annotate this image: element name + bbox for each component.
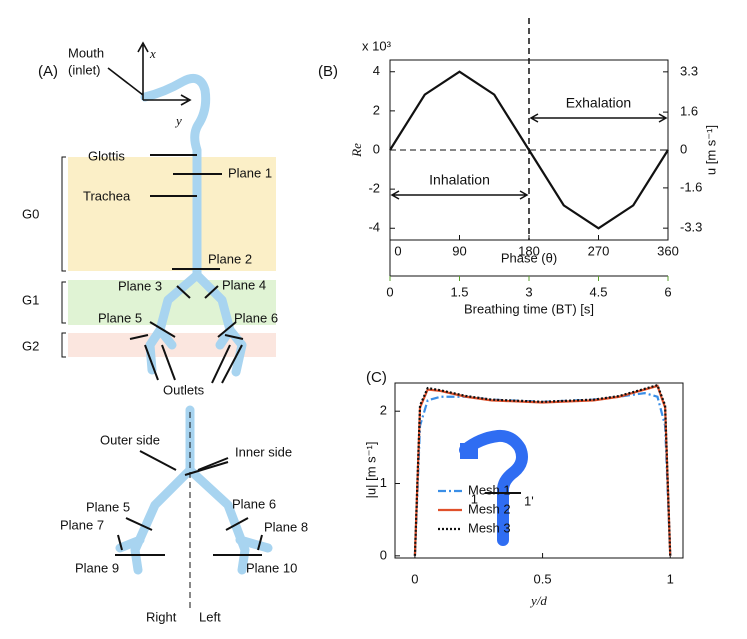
g1-band bbox=[68, 280, 276, 325]
label: y bbox=[174, 113, 182, 128]
label: (A) bbox=[38, 63, 58, 80]
y-tick-label: 0 bbox=[373, 141, 380, 156]
y-tick-label: 0 bbox=[380, 547, 387, 562]
label: Outlets bbox=[163, 382, 205, 397]
inset-label: 1' bbox=[524, 493, 534, 508]
label: Plane 7 bbox=[60, 517, 104, 532]
label: Plane 1 bbox=[228, 165, 272, 180]
inset-shape bbox=[459, 429, 528, 546]
label: Plane 5 bbox=[98, 310, 142, 325]
y-label: Re bbox=[349, 143, 364, 158]
x2-tick-label: 4.5 bbox=[589, 284, 607, 299]
label: Left bbox=[199, 609, 221, 624]
label: Mouth bbox=[68, 45, 104, 60]
y2-tick-label: 0 bbox=[680, 141, 687, 156]
label: Plane 10 bbox=[246, 560, 297, 575]
x-label: Phase (θ) bbox=[501, 250, 557, 265]
legend-label: Mesh 2 bbox=[468, 501, 511, 516]
label: Plane 3 bbox=[118, 278, 162, 293]
legend-label: Mesh 3 bbox=[468, 520, 511, 535]
panel-a: (A) Mouth (inlet) x y Glottis Plane 1 Tr… bbox=[22, 41, 308, 624]
x-tick-label: 180 bbox=[518, 243, 540, 258]
label: Trachea bbox=[83, 188, 131, 203]
inset-label: 1 bbox=[471, 491, 478, 506]
y2-tick-label: -3.3 bbox=[680, 220, 702, 235]
label: G0 bbox=[22, 206, 39, 221]
arrow bbox=[529, 113, 668, 123]
panel-label: (B) bbox=[318, 63, 338, 80]
label: Plane 2 bbox=[208, 251, 252, 266]
x2-tick-label: 1.5 bbox=[450, 284, 468, 299]
label: (inlet) bbox=[68, 62, 101, 77]
label: Inner side bbox=[235, 444, 292, 459]
data-line bbox=[413, 392, 672, 556]
y-tick-label: -4 bbox=[368, 220, 380, 235]
x2-tick-label: 0 bbox=[386, 284, 393, 299]
y-tick-label: 1 bbox=[380, 475, 387, 490]
plot-frame bbox=[394, 382, 684, 559]
label: Plane 6 bbox=[234, 310, 278, 325]
y2-tick-label: 1.6 bbox=[680, 104, 698, 119]
label: Plane 5 bbox=[86, 499, 130, 514]
x-tick-label: 270 bbox=[588, 243, 610, 258]
x-tick-label: 360 bbox=[657, 243, 679, 258]
y-multiplier: x 10³ bbox=[362, 38, 392, 53]
x-tick-label: 0 bbox=[411, 571, 418, 586]
y-label: |u| [m s⁻¹] bbox=[363, 442, 378, 499]
axis-arrows bbox=[107, 41, 192, 106]
label: Plane 9 bbox=[75, 560, 119, 575]
data-line bbox=[413, 384, 672, 556]
x2-tick-label: 6 bbox=[664, 284, 671, 299]
x2-label: Breathing time (BT) [s] bbox=[464, 301, 594, 316]
legend-label: Mesh 1 bbox=[468, 482, 511, 497]
x-tick-label: 0.5 bbox=[534, 571, 552, 586]
arrow bbox=[390, 190, 529, 200]
y2-label: u [m s⁻¹] bbox=[703, 125, 718, 175]
airway bbox=[115, 73, 273, 575]
x-tick-label: 90 bbox=[452, 243, 466, 258]
label: Plane 4 bbox=[222, 277, 266, 292]
annotation: Exhalation bbox=[566, 95, 631, 111]
data-line bbox=[413, 383, 672, 556]
y-tick-label: 4 bbox=[373, 63, 380, 78]
panel-label: (C) bbox=[366, 369, 387, 386]
y-tick-label: 2 bbox=[373, 102, 380, 117]
y2-tick-label: -1.6 bbox=[680, 179, 702, 194]
g0-band bbox=[68, 157, 276, 271]
label: Plane 8 bbox=[264, 519, 308, 534]
x2-tick-label: 3 bbox=[525, 284, 532, 299]
y-tick-label: -2 bbox=[368, 181, 380, 196]
label: Outer side bbox=[100, 432, 160, 447]
data-line bbox=[389, 70, 669, 230]
y2-tick-label: 3.3 bbox=[680, 63, 698, 78]
x-label: y/d bbox=[529, 593, 547, 608]
y-tick-label: 2 bbox=[380, 403, 387, 418]
label: Glottis bbox=[88, 148, 125, 163]
annotation: Inhalation bbox=[429, 172, 490, 188]
label: Right bbox=[146, 609, 177, 624]
plane-lines bbox=[61, 154, 263, 556]
inset-inlet bbox=[460, 443, 478, 459]
label: G1 bbox=[22, 292, 39, 307]
x-tick-label: 1 bbox=[667, 571, 674, 586]
x-tick-label: 0 bbox=[394, 243, 401, 258]
label: x bbox=[149, 46, 156, 61]
label: Plane 6 bbox=[232, 496, 276, 511]
label: G2 bbox=[22, 338, 39, 353]
